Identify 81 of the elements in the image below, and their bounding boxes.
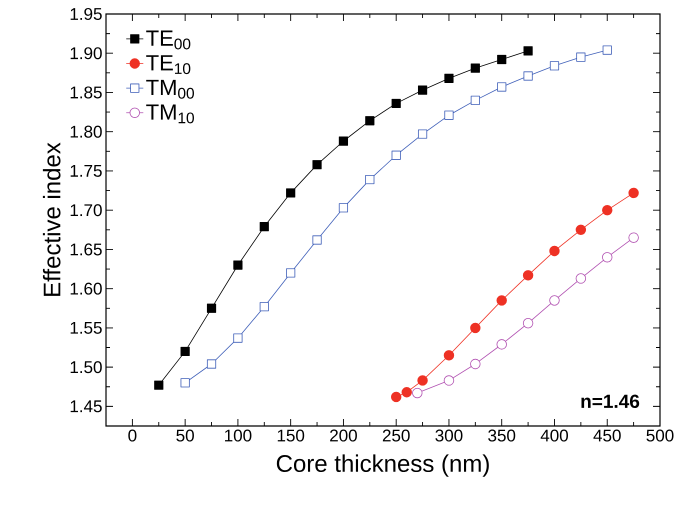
x-tick-label: 50 [176,430,194,442]
point [412,388,422,398]
point [602,252,612,262]
point [628,188,639,198]
point [417,375,428,386]
point [576,224,586,235]
point [549,295,560,306]
point [392,98,401,108]
point [549,246,560,256]
x-tick-label: 350 [488,430,516,442]
x-tick-label: 0 [128,430,136,442]
x-tick-label: 450 [593,430,621,442]
y-tick-label: 1.95 [70,8,102,20]
point [180,378,190,388]
point [470,358,481,370]
point [233,333,243,343]
point [338,136,348,146]
point [497,82,506,92]
point [180,346,190,356]
x-tick-label: 100 [225,430,252,442]
y-tick-label: 1.55 [70,322,102,334]
y-tick-label: 1.65 [70,243,102,256]
point [496,339,507,350]
x-tick-label: 500 [646,430,674,442]
point [444,74,454,83]
point [418,129,428,139]
point [522,270,534,281]
point [444,350,454,361]
point [522,318,534,328]
point [312,235,322,245]
y-tick-label: 1.75 [70,165,102,177]
point [206,359,216,369]
legend-label: TM$_{00}$ [146,80,194,99]
x-tick-label: 250 [382,430,410,442]
point [496,295,507,306]
point [392,150,401,160]
x-tick-label: 200 [330,430,357,442]
point [286,188,296,198]
point [602,45,612,55]
x-tick-label: 150 [278,430,304,442]
x-tick-label: 300 [435,430,462,442]
point [628,232,639,243]
point [365,174,374,184]
point [470,96,480,105]
y-tick-label: 1.90 [70,47,102,60]
annotation: n=1.46 [581,394,640,408]
point [576,52,586,62]
point [286,268,296,278]
point [206,304,216,313]
point [402,387,412,398]
point [312,160,322,170]
point [470,322,481,334]
point [338,203,348,212]
point [497,54,506,64]
point [523,46,533,56]
point [418,86,428,95]
point [233,260,243,270]
point [390,392,402,402]
y-tick-label: 1.85 [70,86,102,98]
legend-label: TM$_{10}$ [146,104,194,124]
y-tick-label: 1.45 [70,400,102,412]
point [365,116,374,126]
y-tick-label: 1.70 [70,204,102,216]
legend-label: TE$_{00}$ [146,30,190,50]
point [260,222,269,232]
point [602,204,612,216]
point [470,64,480,73]
point [444,375,454,386]
point [576,273,586,284]
legend-label: TE$_{10}$ [146,55,190,74]
point [444,110,454,120]
x-axis-title: Core thickness (nm) [276,454,489,477]
y-axis-title: Effective index [42,142,61,296]
y-tick-label: 1.80 [70,126,102,138]
point [550,61,560,70]
y-tick-label: 1.60 [70,282,102,295]
y-tick-label: 1.50 [70,361,102,374]
point [154,380,164,390]
point [523,71,533,81]
point [260,302,269,312]
x-tick-label: 400 [540,430,568,442]
